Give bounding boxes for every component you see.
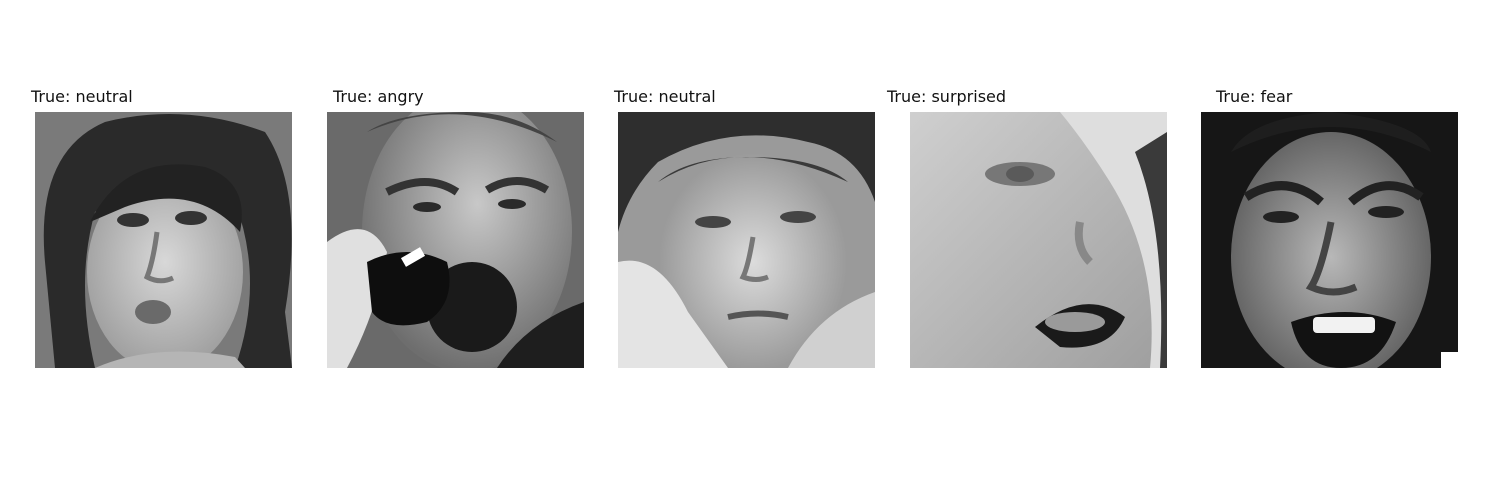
- panel-title: True: angry: [333, 87, 424, 106]
- image-panel-5: True: fear: [1201, 86, 1461, 370]
- face-image-angry-man: [327, 112, 584, 368]
- panel-title: True: surprised: [887, 87, 1007, 106]
- panel-title: True: neutral: [614, 87, 716, 106]
- panel-title: True: neutral: [31, 87, 133, 106]
- image-panel-3: True: neutral: [614, 86, 878, 370]
- panel-title: True: fear: [1216, 87, 1293, 106]
- face-image-fear-man: [1201, 112, 1458, 368]
- face-image-surprised: [910, 112, 1167, 368]
- image-panel-1: True: neutral: [31, 86, 295, 370]
- face-image-neutral-boy: [618, 112, 875, 368]
- image-panel-4: True: surprised: [887, 86, 1170, 370]
- face-image-neutral-woman: [35, 112, 292, 368]
- image-panel-2: True: angry: [327, 86, 587, 370]
